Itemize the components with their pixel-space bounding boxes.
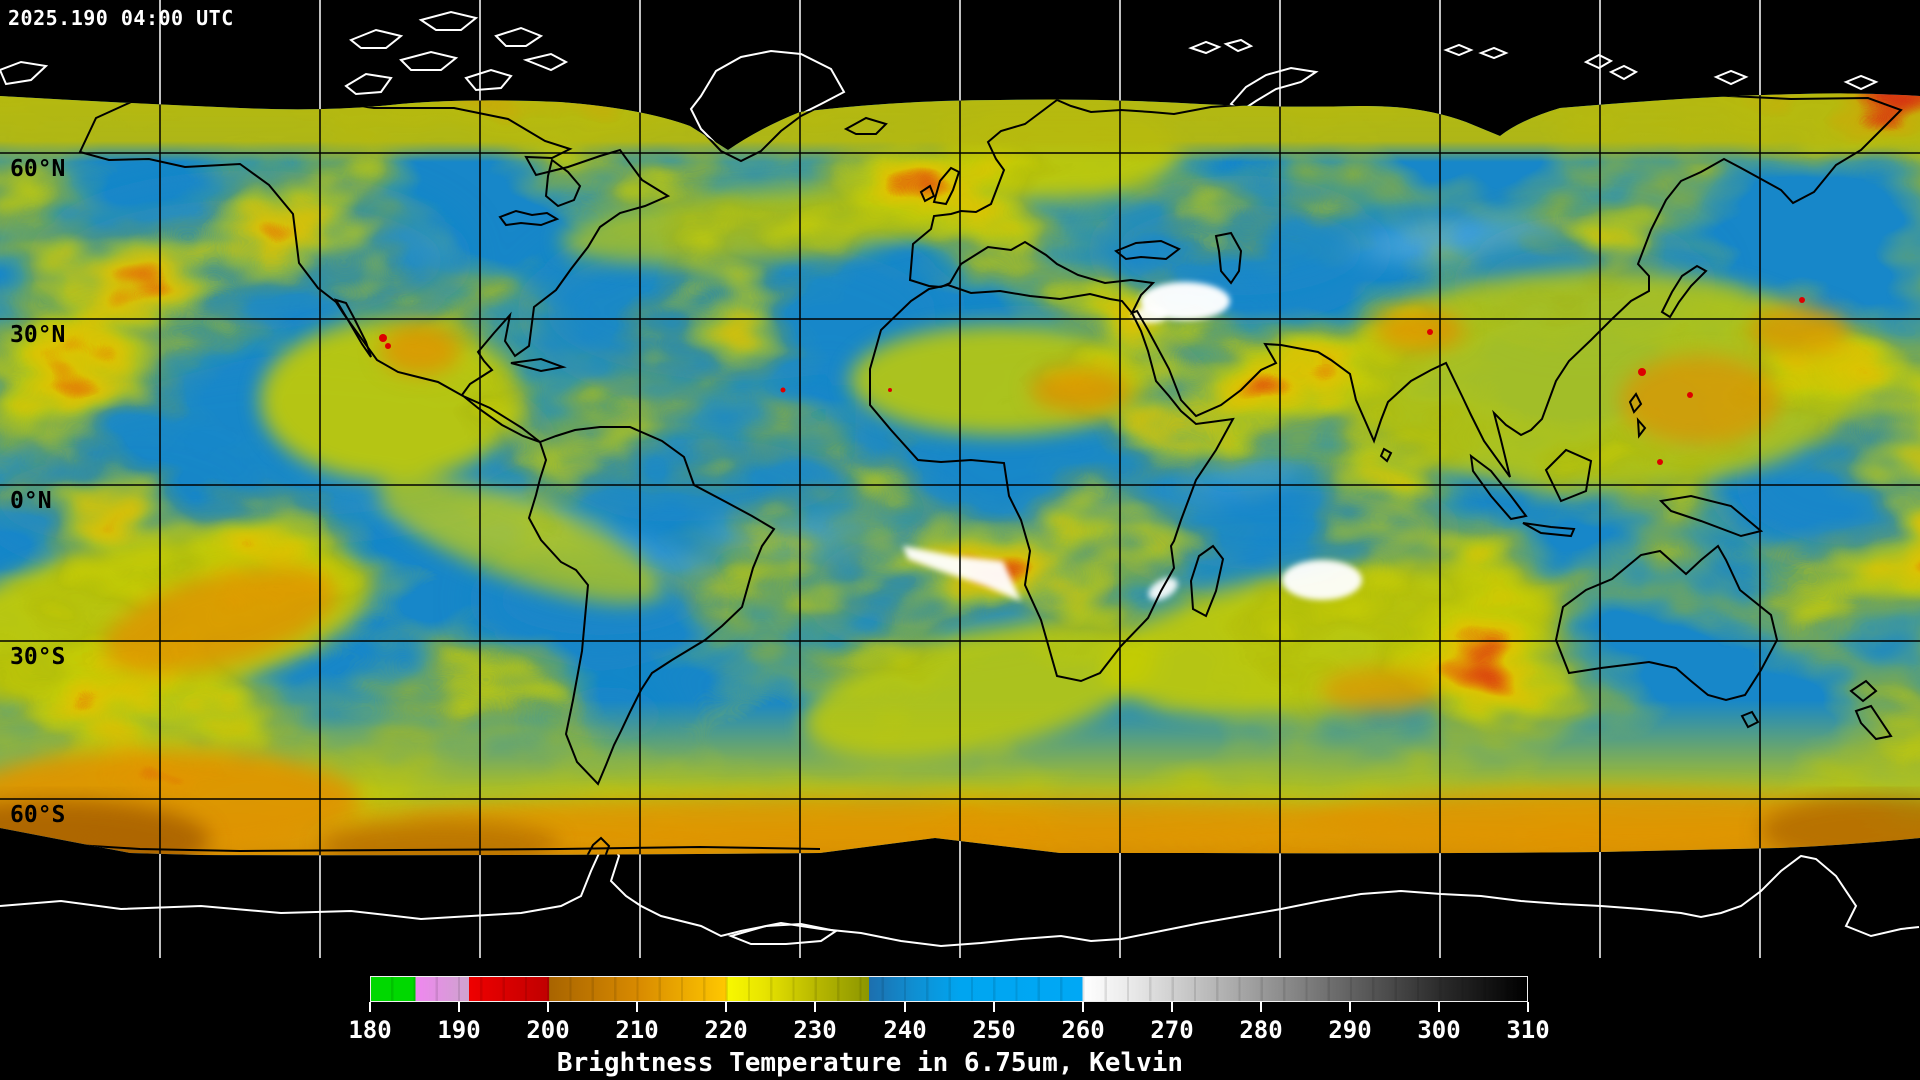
colorbar-tick-marks: [369, 1002, 1529, 1012]
lat-label-0n: 0°N: [10, 488, 52, 514]
colorbar-tick-250: 250: [972, 1016, 1016, 1044]
colorbar: [370, 976, 1528, 1002]
lat-label-60s: 60°S: [10, 802, 66, 828]
colorbar-tick-200: 200: [526, 1016, 570, 1044]
grid-lines-data: [0, 93, 1920, 856]
lat-label-30n: 30°N: [10, 322, 66, 348]
convective-specks: [379, 297, 1805, 465]
colorbar-tick-290: 290: [1328, 1016, 1372, 1044]
lat-label-60n: 60°N: [10, 156, 66, 182]
colorbar-tick-270: 270: [1150, 1016, 1194, 1044]
colorbar-tick-230: 230: [793, 1016, 837, 1044]
colorbar-tick-180: 180: [348, 1016, 392, 1044]
colorbar-tick-260: 260: [1061, 1016, 1105, 1044]
colorbar-tick-210: 210: [615, 1016, 659, 1044]
colorbar-tick-240: 240: [883, 1016, 927, 1044]
colorbar-tick-190: 190: [437, 1016, 481, 1044]
lat-label-30s: 30°S: [10, 644, 66, 670]
colorbar-tick-280: 280: [1239, 1016, 1283, 1044]
colorbar-caption: Brightness Temperature in 6.75um, Kelvin: [556, 1048, 1184, 1078]
warm-white-areas: [903, 282, 1362, 601]
colorbar-tick-310: 310: [1506, 1016, 1550, 1044]
colorbar-tick-220: 220: [704, 1016, 748, 1044]
timestamp: 2025.190 04:00 UTC: [8, 6, 234, 30]
coastlines: [0, 93, 1903, 856]
colorbar-tick-300: 300: [1417, 1016, 1461, 1044]
